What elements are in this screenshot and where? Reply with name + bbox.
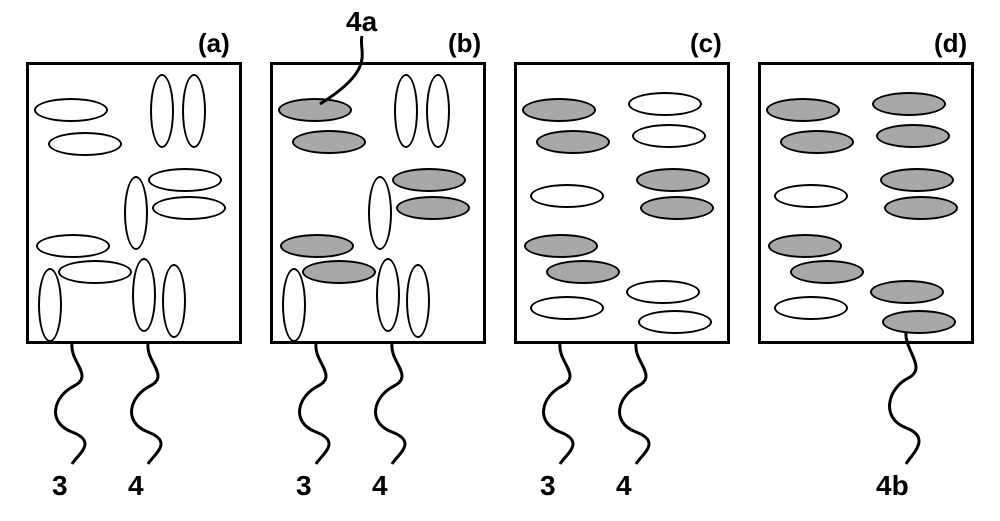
ref-4b: 4b xyxy=(876,470,909,502)
figure: (a)34(b)344a(c)34(d)4b xyxy=(0,0,1000,521)
lead-line xyxy=(0,0,1000,521)
